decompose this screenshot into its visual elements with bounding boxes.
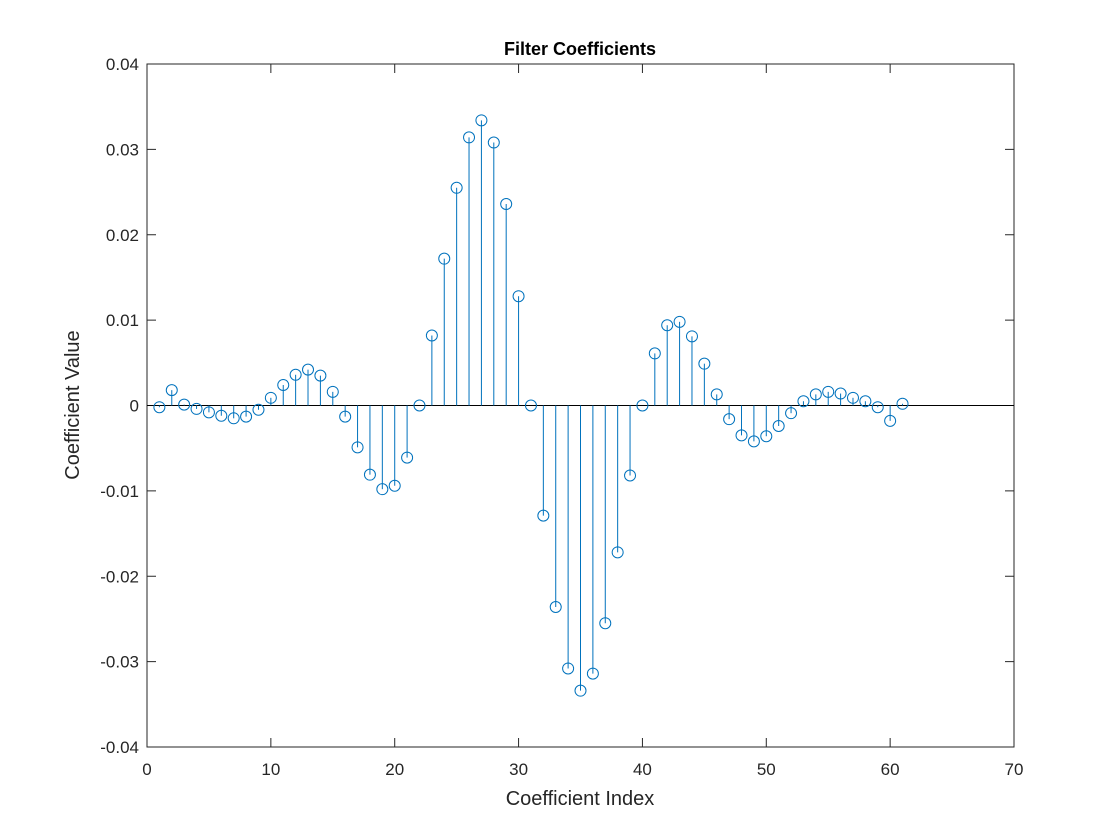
stem-marker <box>648 347 661 360</box>
stem-marker <box>747 435 760 448</box>
stem-marker <box>537 509 550 522</box>
stem-marker <box>760 430 773 443</box>
stem-marker <box>302 363 315 376</box>
stem-marker <box>524 399 537 412</box>
stem-marker <box>884 414 897 427</box>
stem-marker <box>252 403 265 416</box>
stem-marker <box>264 391 277 404</box>
stem-marker <box>227 412 240 425</box>
stem-marker <box>475 114 488 127</box>
stem-marker <box>685 330 698 343</box>
stem-marker <box>822 385 835 398</box>
y-tick-label: 0 <box>130 397 139 416</box>
stem-marker <box>586 667 599 680</box>
stem-marker <box>834 387 847 400</box>
stem-marker <box>574 684 587 697</box>
x-tick-label: 30 <box>509 760 528 779</box>
stem-marker <box>624 469 637 482</box>
stem-marker <box>661 319 674 332</box>
y-tick-label: 0.02 <box>106 226 139 245</box>
stem-marker <box>363 468 376 481</box>
y-tick-label: -0.02 <box>100 567 139 586</box>
stem-marker <box>463 131 476 144</box>
plot-area: 0 10 20 30 40 50 60 70 -0.04 -0.03 -0.02 -0.01 0 0.01… <box>100 55 1023 779</box>
stem-marker <box>289 368 302 381</box>
stem-marker <box>809 388 822 401</box>
stem-marker <box>413 399 426 412</box>
stem-marker <box>277 379 290 392</box>
stem-marker <box>698 357 711 370</box>
y-tick-label: 0.03 <box>106 140 139 159</box>
stem-marker <box>859 395 872 408</box>
stem-marker <box>202 406 215 419</box>
stem-marker <box>376 483 389 496</box>
chart-title: Filter Coefficients <box>504 39 656 59</box>
stem-marker <box>500 198 513 211</box>
stem-marker <box>401 451 414 464</box>
x-tick-label: 50 <box>757 760 776 779</box>
stem-marker <box>240 410 253 423</box>
stem-marker <box>190 402 203 415</box>
x-tick-label: 20 <box>385 760 404 779</box>
stem-marker <box>797 395 810 408</box>
y-axis-label: Coefficient Value <box>62 330 84 479</box>
y-tick-label: -0.04 <box>100 738 139 757</box>
stem-marker <box>562 662 575 675</box>
stem-marker <box>896 397 909 410</box>
stem-marker <box>710 388 723 401</box>
stem-marker <box>339 410 352 423</box>
stem-marker <box>599 617 612 630</box>
x-tick-label: 10 <box>261 760 280 779</box>
stem-marker <box>673 315 686 328</box>
stem-marker <box>388 479 401 492</box>
stem-marker <box>723 413 736 426</box>
stem-marker <box>165 384 178 397</box>
stem-marker <box>326 385 339 398</box>
stem-marker <box>153 401 166 414</box>
stem-marker <box>487 136 500 149</box>
stem-marker <box>785 407 798 420</box>
x-tick-label: 0 <box>142 760 151 779</box>
stem-marker <box>772 419 785 432</box>
stem-marker <box>636 399 649 412</box>
y-tick-label: 0.04 <box>106 55 139 74</box>
y-tick-label: -0.03 <box>100 653 139 672</box>
x-tick-label: 70 <box>1005 760 1024 779</box>
x-tick-label: 40 <box>633 760 652 779</box>
stem-marker <box>735 429 748 442</box>
stem-marker <box>438 252 451 265</box>
stem-marker <box>425 329 438 342</box>
stem-marker <box>314 369 327 382</box>
stem-marker <box>215 409 228 422</box>
x-tick-label: 60 <box>881 760 900 779</box>
x-axis-label: Coefficient Index <box>506 788 655 810</box>
stem-marker <box>611 546 624 559</box>
stem-marker <box>512 290 525 303</box>
stem-marker <box>450 181 463 194</box>
stem-marker <box>178 398 191 411</box>
y-tick-label: 0.01 <box>106 311 139 330</box>
y-tick-label: -0.01 <box>100 482 139 501</box>
stem-marker <box>846 391 859 404</box>
stem-marker <box>871 401 884 414</box>
stem-marker <box>549 600 562 613</box>
stem-marker <box>351 441 364 454</box>
